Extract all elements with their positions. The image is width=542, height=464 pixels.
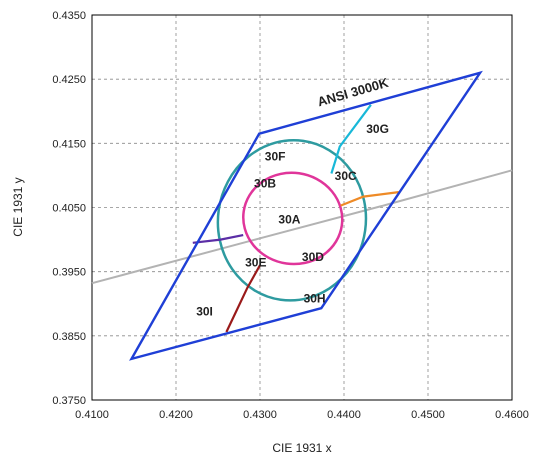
region-labels: 30A 30B 30C 30D 30E 30F 30G 30H 30I ANSI 3000K: [196, 75, 390, 319]
y-tick-label: 0.3750: [52, 395, 86, 407]
region-label: 30A: [278, 213, 300, 227]
divider-line: [225, 264, 261, 333]
region-label: 30I: [196, 304, 213, 318]
y-tick-label: 0.4050: [52, 203, 86, 215]
x-tick-label: 0.4500: [411, 409, 445, 421]
x-tick-label: 0.4400: [327, 409, 361, 421]
x-tick-labels: 0.4100 0.4200 0.4300 0.4400 0.4500 0.4600: [75, 409, 529, 421]
x-tick-label: 0.4100: [75, 409, 109, 421]
y-tick-label: 0.3950: [52, 267, 86, 279]
region-label: 30H: [304, 291, 326, 305]
y-axis-title: CIE 1931 y: [11, 177, 25, 236]
region-label: 30F: [265, 150, 286, 164]
y-tick-label: 0.4250: [52, 74, 86, 86]
divider-line: [330, 104, 372, 174]
ansi-label: ANSI 3000K: [316, 75, 391, 110]
y-tick-label: 0.3850: [52, 331, 86, 343]
region-label: 30G: [366, 122, 389, 136]
x-axis-title: CIE 1931 x: [272, 441, 331, 455]
x-tick-label: 0.4300: [243, 409, 277, 421]
region-label: 30D: [302, 250, 324, 264]
plot-frame: [91, 14, 513, 401]
inner-ellipse: [242, 171, 344, 266]
y-tick-labels: 0.3750 0.3850 0.3950 0.4050 0.4150 0.4250 0.43…: [52, 10, 86, 407]
y-tick-label: 0.4350: [52, 10, 86, 22]
region-label: 30E: [245, 256, 266, 270]
chart-marks: [91, 70, 513, 361]
grid-lines: [92, 15, 512, 400]
region-label: 30B: [254, 177, 276, 191]
divider-line: [192, 234, 244, 244]
x-tick-label: 0.4600: [495, 409, 529, 421]
x-tick-label: 0.4200: [159, 409, 193, 421]
blackbody-locus-line: [91, 169, 513, 285]
outer-ellipse: [216, 138, 368, 302]
divider-line: [340, 191, 399, 207]
region-label: 30C: [335, 169, 357, 183]
y-tick-label: 0.4150: [52, 138, 86, 150]
ansi-quadrangle: [129, 70, 483, 361]
